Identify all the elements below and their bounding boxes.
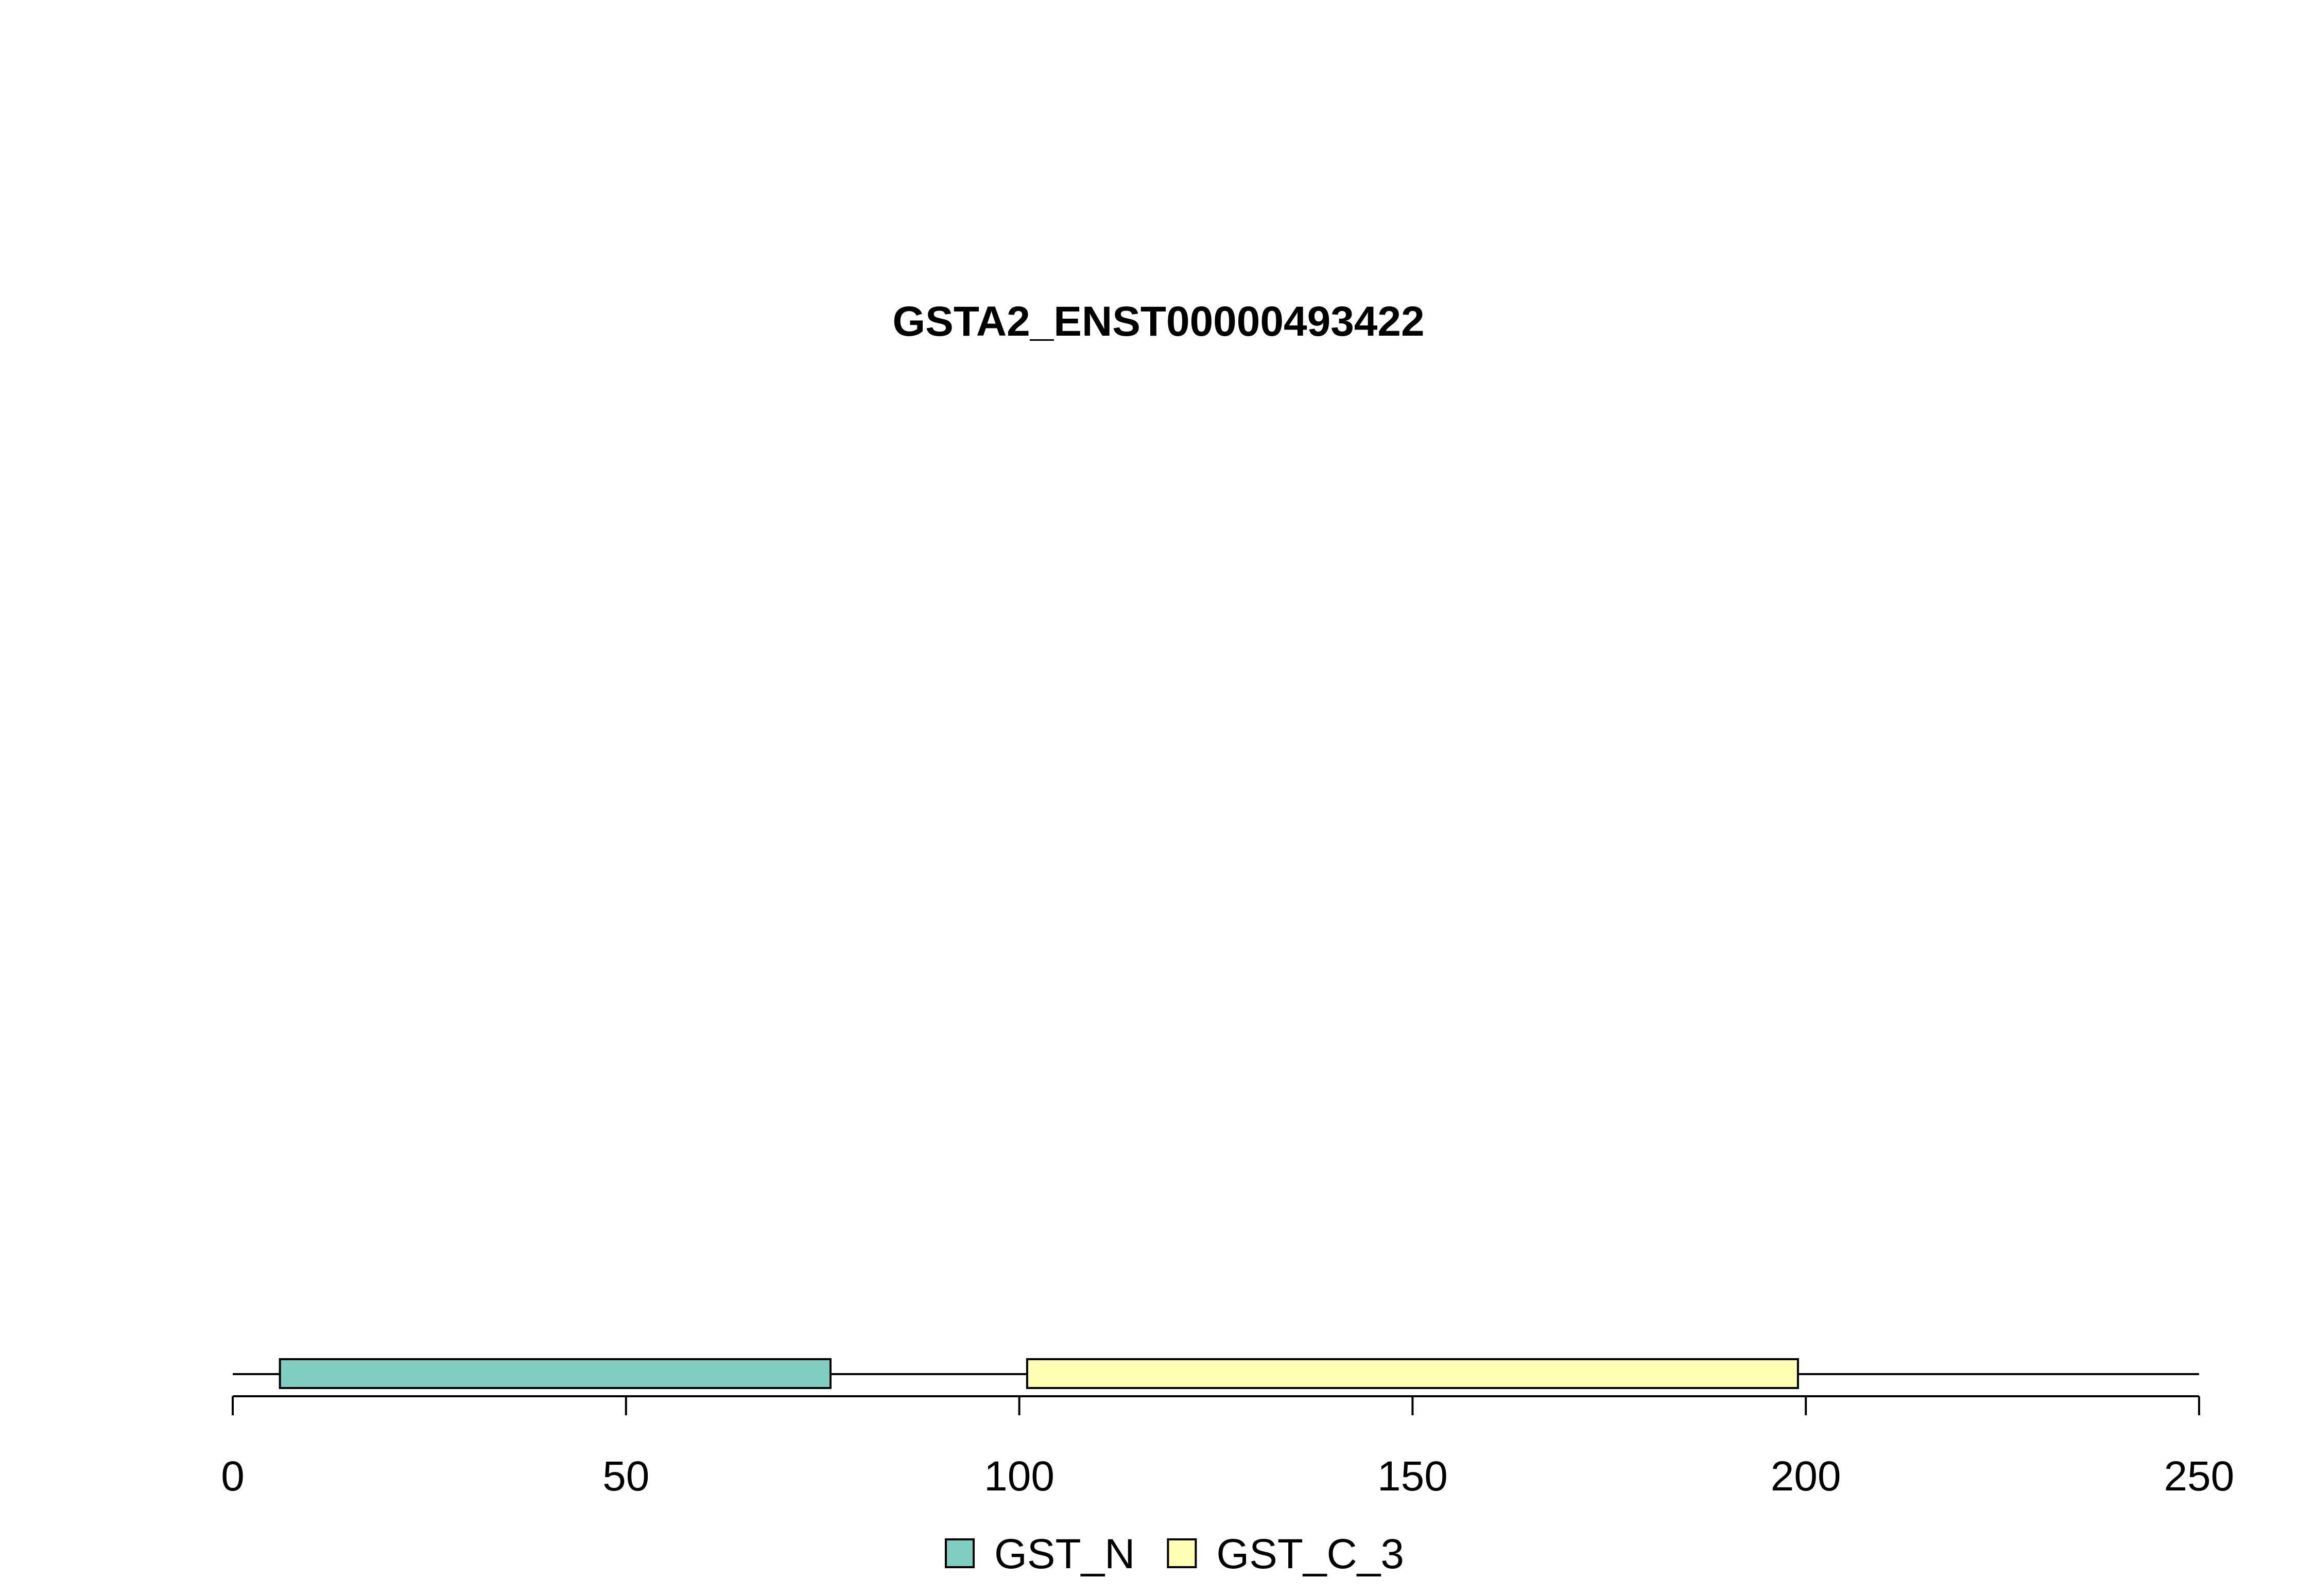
x-tick-label: 0: [221, 1453, 245, 1500]
chart-title: GSTA2_ENST00000493422: [892, 298, 1424, 345]
domain-gst-n: [279, 1358, 832, 1389]
x-tick-label: 100: [984, 1453, 1054, 1500]
domain-gst-c-3: [1026, 1358, 1799, 1389]
legend-swatch: [1167, 1538, 1197, 1568]
x-tick-label: 200: [1771, 1453, 1841, 1500]
x-tick-label: 50: [602, 1453, 649, 1500]
legend-label: GST_C_3: [1216, 1531, 1404, 1577]
legend-swatch: [945, 1538, 975, 1568]
plot-area: [233, 1358, 2199, 1389]
legend: GST_N GST_C_3: [945, 1531, 1404, 1577]
x-axis: 0 50 100 150 200 250: [221, 1395, 2235, 1500]
legend-label: GST_N: [994, 1531, 1135, 1577]
x-tick-label: 150: [1377, 1453, 1448, 1500]
x-tick-label: 250: [2164, 1453, 2235, 1500]
